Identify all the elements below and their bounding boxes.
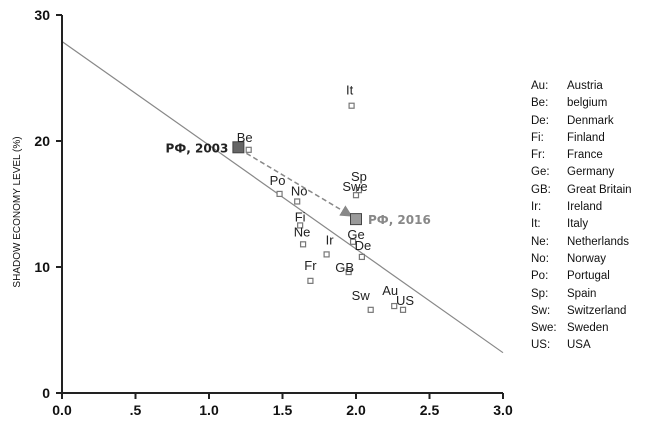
x-tick-label: 2.5 [420,402,440,418]
x-tick-label: 3.0 [493,402,513,418]
point-label: Sp [351,169,367,184]
y-tick-label: 20 [34,133,50,149]
legend-abbr: Be: [531,97,549,110]
legend-name: Finland [567,131,605,144]
point-label: De [355,238,372,253]
point-label: GB [335,260,354,275]
y-tick-label: 30 [34,7,50,23]
change-arrow [246,152,353,217]
legend-name: Great Britain [567,183,632,196]
data-point [352,192,360,199]
legend-name: Spain [567,287,597,300]
legend-abbr: It: [531,218,541,231]
legend-abbr: Ne: [531,235,549,248]
point-label: Be [237,130,253,145]
legend-item: Fr: France [531,147,632,164]
legend-name: Switzerland [567,304,627,317]
legend-abbr: Sw: [531,304,551,317]
y-tick-label: 0 [42,385,50,401]
point-label: Au [382,283,398,298]
legend-abbr: Au: [531,80,549,92]
data-point [358,253,365,261]
data-point [245,146,252,153]
legend-item: No: Norway [531,251,632,268]
legend-name: Netherlands [567,235,630,248]
legend-abbr: Fi: [531,131,544,144]
trend-line [61,40,504,354]
legend-name: Ireland [567,201,603,214]
highlight-point [232,141,245,154]
data-point [276,190,283,198]
data-point [399,306,407,313]
data-point [307,277,314,284]
point-label: Swe [342,179,367,194]
legend-item: Ne: Netherlands [531,234,632,251]
legend-name: Denmark [567,114,614,127]
highlight-label: РФ, 2003 [166,141,229,155]
legend-item: Be: belgium [531,95,632,112]
legend-item: Ir: Ireland [531,199,632,216]
data-point [345,268,352,276]
data-point [323,251,330,258]
x-tick-label: .5 [130,402,142,418]
legend-item: Po: Portugal [531,268,632,285]
y-axis-label: SHADOW ECONOMY LEVEL (%) [12,136,23,287]
point-label: No [291,183,308,198]
legend-item: GB: Great Britain [531,182,632,199]
point-label: Ge [347,227,364,242]
legend-name: USA [567,339,591,352]
highlight-point [350,213,362,226]
point-label: Fr [304,258,317,273]
data-point [349,238,357,245]
legend-item: Fi: Finland [531,130,632,147]
data-point [348,102,355,109]
point-label: Ir [326,232,335,247]
legend-name: belgium [567,97,608,110]
data-point [294,198,301,205]
legend-name: Austria [567,80,603,92]
legend-abbr: De: [531,114,549,127]
x-tick-label: 1.0 [199,402,219,418]
legend-name: Norway [567,252,606,265]
legend-abbr: Ge: [531,166,550,179]
point-label: It [346,83,354,98]
legend-abbr: US: [531,339,551,352]
data-point [367,306,374,313]
legend-abbr: GB: [531,183,551,196]
legend-abbr: Ir: [531,201,542,214]
point-label: US [396,293,414,308]
legend-name: France [567,149,603,162]
x-tick-label: 0.0 [52,402,72,418]
legend-name: Sweden [567,322,609,335]
legend-item: Swe: Sweden [531,320,632,337]
x-tick-label: 2.0 [346,402,366,418]
point-label: Fi [295,209,306,224]
legend-item: De: Denmark [531,113,632,130]
data-point [391,302,398,310]
legend-item: Sw: Switzerland [531,303,632,320]
legend-abbr: Sp: [531,287,549,300]
legend-item: Sp: Spain [531,286,632,303]
legend-name: Portugal [567,270,610,283]
data-point [297,222,304,229]
legend-item: Ge: Germany [531,164,632,181]
legend: Au: Austria Be: belgium De: Denmark Fi: Finland… [531,78,632,355]
legend-item: Au: Austria [531,78,632,95]
x-tick-label: 1.5 [273,402,293,418]
legend-abbr: Swe: [531,322,557,335]
point-label: Po [270,173,286,188]
y-tick-label: 10 [34,259,50,275]
legend-name: Germany [567,166,615,179]
legend-item: US: USA [531,337,632,354]
highlight-label: РФ, 2016 [368,213,431,227]
legend-name: Italy [567,218,589,231]
legend-abbr: Po: [531,270,549,283]
point-label: Sw [352,288,371,303]
legend-item: It: Italy [531,216,632,233]
point-label: Ne [294,224,311,239]
data-point [299,241,307,248]
legend-abbr: No: [531,252,549,265]
legend-abbr: Fr: [531,149,546,162]
